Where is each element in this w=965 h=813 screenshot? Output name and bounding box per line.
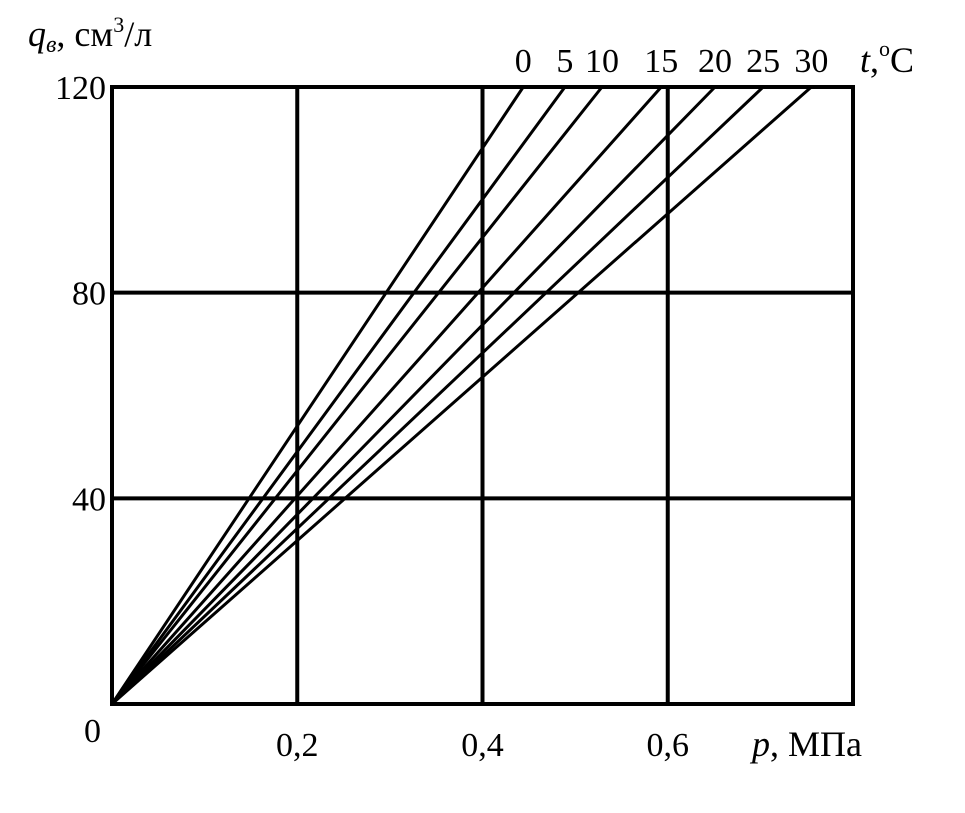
y-tick-label: 120	[55, 70, 106, 107]
series-label: 0	[515, 43, 532, 80]
series-label: 30	[794, 43, 828, 80]
series-line	[110, 85, 717, 706]
y-axis-label: qв, см3/л	[28, 12, 152, 58]
series-line	[110, 86, 663, 705]
series-line	[110, 85, 765, 706]
series-label: 5	[556, 43, 573, 80]
series-label: 15	[644, 43, 678, 80]
y-tick-label: 80	[72, 276, 106, 313]
series-line	[110, 86, 567, 705]
plot-frame	[110, 85, 855, 706]
x-tick-label: 0,4	[461, 727, 504, 764]
series-label: 10	[585, 43, 619, 80]
series-lines	[110, 85, 813, 706]
x-tick-label: 0,6	[647, 727, 690, 764]
legend-title: t,oC	[860, 36, 914, 80]
x-tick-label: 0,2	[276, 727, 319, 764]
series-label: 20	[698, 43, 732, 80]
y-tick-label: 40	[72, 481, 106, 518]
series-label: 25	[746, 43, 780, 80]
series-line	[110, 86, 604, 705]
series-labels: 0 5 10 15 20 25 30	[515, 43, 829, 80]
series-line	[110, 86, 525, 705]
tick-labels: 0,2 0,4 0,6 40 80 120	[55, 70, 689, 764]
series-line	[111, 85, 813, 706]
grid	[112, 87, 853, 704]
origin-label: 0	[84, 713, 101, 750]
x-axis-label: p, МПа	[749, 724, 862, 764]
